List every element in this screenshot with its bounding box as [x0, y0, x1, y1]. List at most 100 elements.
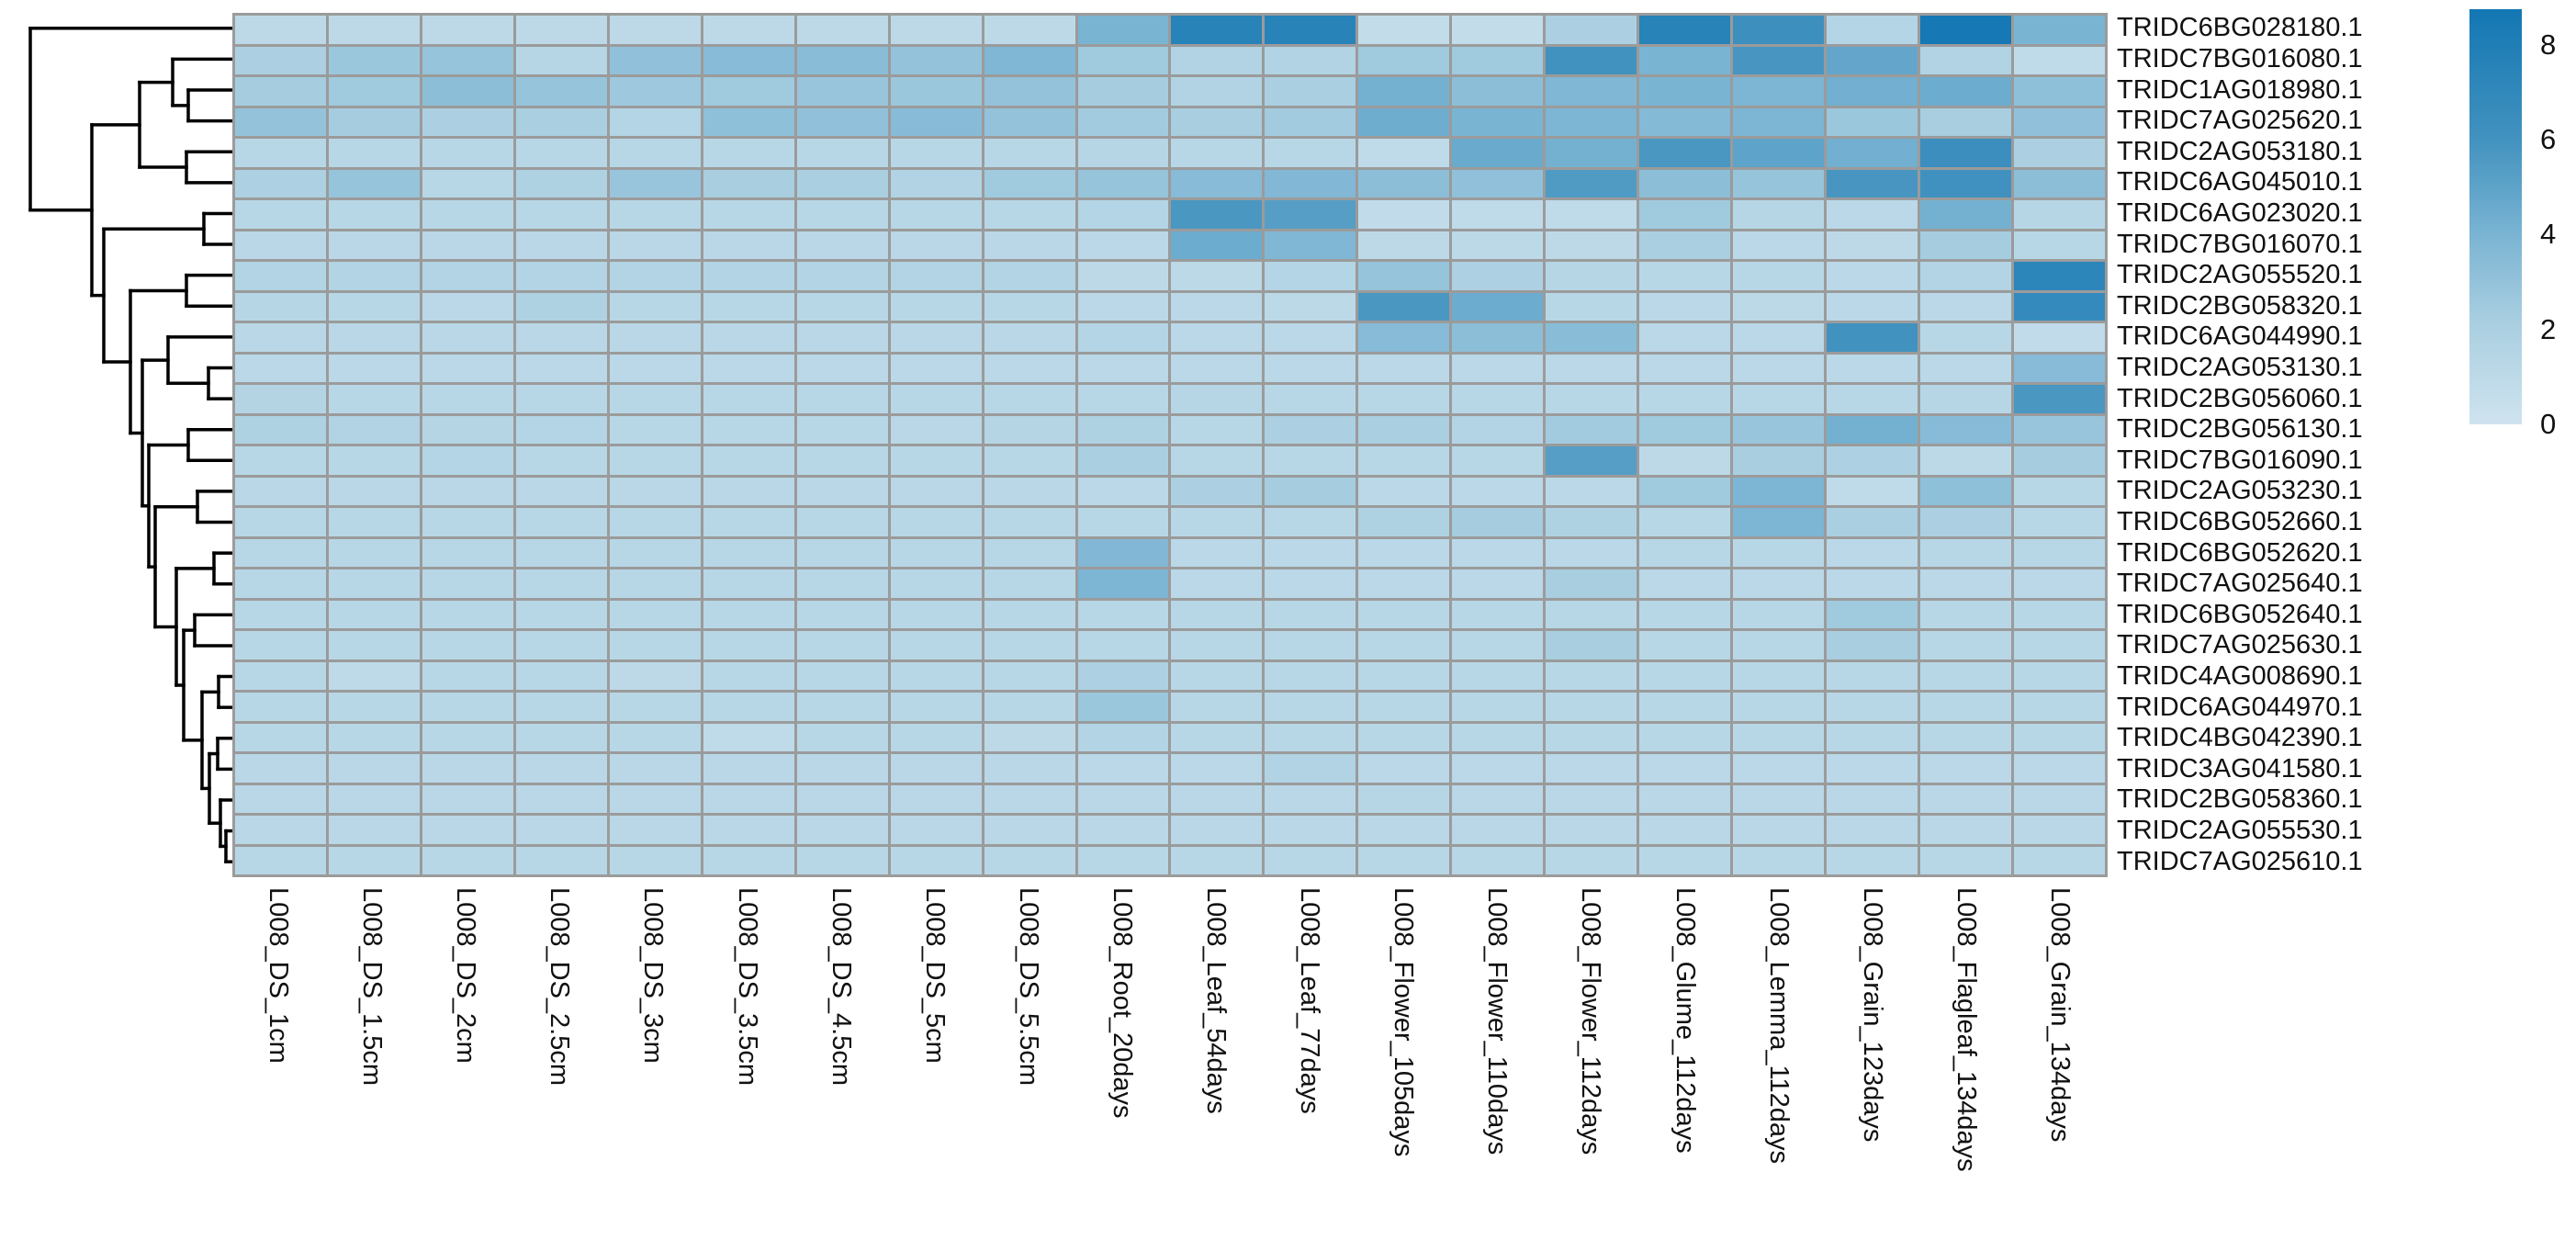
heatmap-cell [1077, 231, 1169, 259]
heatmap-cell [1358, 292, 1450, 321]
heatmap-cell [1920, 446, 2012, 475]
heatmap-cell [1077, 46, 1169, 74]
heatmap-cell [609, 631, 701, 659]
heatmap-cell [1920, 477, 2012, 505]
heatmap-cell [422, 631, 513, 659]
heatmap-cell [1639, 446, 1731, 475]
heatmap-cell [1733, 631, 1825, 659]
heatmap-cell [703, 231, 794, 259]
heatmap-cell [235, 292, 326, 321]
heatmap-cell [609, 231, 701, 259]
heatmap-cell [235, 323, 326, 352]
heatmap-cell [984, 354, 1075, 382]
heatmap-cell [1733, 200, 1825, 229]
heatmap-cell [1546, 816, 1637, 844]
row-label: TRIDC6AG044990.1 [2117, 321, 2363, 352]
heatmap-cell [703, 354, 794, 382]
heatmap-cell [1920, 723, 2012, 751]
heatmap-cell [1546, 16, 1637, 44]
heatmap-cell [1827, 200, 1918, 229]
heatmap-cell [890, 169, 982, 197]
heatmap-cell [796, 846, 888, 874]
heatmap-cell [1077, 16, 1169, 44]
heatmap-cell [1265, 446, 1356, 475]
heatmap-cell [1733, 754, 1825, 783]
row-label: TRIDC1AG018980.1 [2117, 74, 2363, 105]
heatmap-cell [1920, 77, 2012, 106]
heatmap-cell [609, 508, 701, 536]
heatmap-cell [422, 477, 513, 505]
heatmap-cell [1077, 508, 1169, 536]
row-label: TRIDC3AG041580.1 [2117, 753, 2363, 783]
heatmap-cell [796, 723, 888, 751]
heatmap-cell [890, 77, 982, 106]
heatmap-cell [515, 661, 607, 690]
heatmap-cell [1452, 446, 1544, 475]
heatmap-cell [1733, 231, 1825, 259]
heatmap-cell [1546, 231, 1637, 259]
heatmap-cell [890, 200, 982, 229]
heatmap-cell [609, 107, 701, 136]
heatmap-cell [796, 16, 888, 44]
heatmap-cell [1920, 107, 2012, 136]
heatmap-cell [890, 631, 982, 659]
heatmap-cell [1827, 631, 1918, 659]
heatmap-cell [1639, 754, 1731, 783]
heatmap-cell [796, 262, 888, 290]
heatmap-cell [422, 107, 513, 136]
heatmap-cell [984, 446, 1075, 475]
heatmap-cell [328, 354, 420, 382]
heatmap-cell [1452, 16, 1544, 44]
heatmap-cell [1171, 77, 1263, 106]
heatmap-cell [328, 262, 420, 290]
heatmap-cell [1265, 631, 1356, 659]
heatmap-cell [2014, 169, 2105, 197]
heatmap-cell [890, 415, 982, 444]
heatmap-cell [2014, 846, 2105, 874]
heatmap-cell [2014, 723, 2105, 751]
heatmap-cell [515, 200, 607, 229]
heatmap-cell [1171, 415, 1263, 444]
heatmap-cell [1827, 846, 1918, 874]
heatmap-cell [890, 354, 982, 382]
col-label: L008_DS_3cm [638, 887, 669, 1064]
heatmap-cell [1171, 508, 1263, 536]
heatmap-cell [1452, 508, 1544, 536]
heatmap-cell [1733, 477, 1825, 505]
heatmap-cell [2014, 354, 2105, 382]
heatmap-cell [1171, 661, 1263, 690]
heatmap-cell [609, 169, 701, 197]
row-label: TRIDC7BG016090.1 [2117, 445, 2363, 475]
col-label: L008_DS_4.5cm [826, 887, 856, 1087]
heatmap-cell [1827, 600, 1918, 628]
heatmap-cell [1452, 46, 1544, 74]
heatmap-cell [1452, 600, 1544, 628]
heatmap-cell [609, 46, 701, 74]
heatmap-cell [1733, 569, 1825, 598]
heatmap-cell [1827, 46, 1918, 74]
heatmap-cell [515, 846, 607, 874]
heatmap-cell [796, 77, 888, 106]
heatmap-cell [422, 354, 513, 382]
heatmap-cell [328, 231, 420, 259]
heatmap-cell [1452, 816, 1544, 844]
heatmap-cell [515, 538, 607, 567]
heatmap-cell [515, 569, 607, 598]
heatmap-cell [1639, 816, 1731, 844]
heatmap-cell [1452, 661, 1544, 690]
heatmap-cell [1265, 262, 1356, 290]
heatmap-cell [1546, 354, 1637, 382]
heatmap-cell [1827, 693, 1918, 721]
heatmap-cell [1171, 323, 1263, 352]
heatmap-cell [328, 139, 420, 167]
heatmap-cell [703, 723, 794, 751]
heatmap-cell [890, 477, 982, 505]
heatmap-cell [1265, 661, 1356, 690]
col-label: L008_Lemma_112days [1763, 887, 1794, 1164]
heatmap-cell [1171, 139, 1263, 167]
heatmap-cell [1077, 354, 1169, 382]
heatmap-cell [1358, 816, 1450, 844]
heatmap-cell [609, 723, 701, 751]
heatmap-cell [984, 508, 1075, 536]
heatmap-cell [1827, 723, 1918, 751]
